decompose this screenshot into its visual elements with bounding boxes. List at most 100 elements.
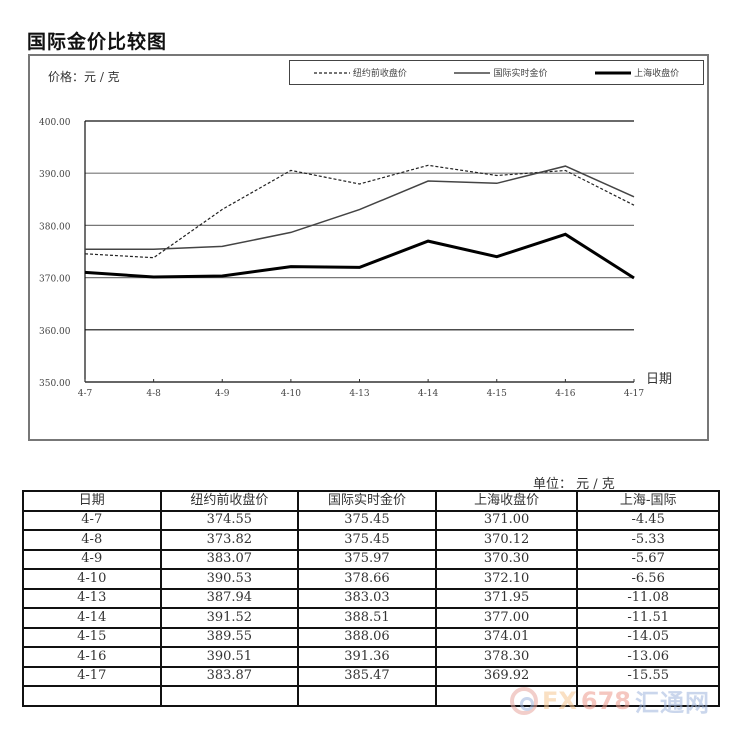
y-tick-label: 390.00 [39, 170, 71, 180]
legend-label-sh: 上海收盘价 [634, 69, 680, 79]
table-row [22, 685, 720, 707]
table-cell: -5.33 [576, 529, 720, 551]
table-cell: -14.05 [576, 626, 720, 648]
table-cell: -11.08 [576, 587, 720, 609]
table-unit-label: 单位： 元 / 克 [533, 477, 615, 492]
series-line [84, 164, 635, 259]
dashed-line-icon [313, 71, 350, 74]
y-tick-label: 400.00 [39, 118, 71, 128]
header-sh: 上海收盘价 [434, 490, 579, 512]
table-cell: 4-16 [22, 646, 162, 668]
x-tick-label: 4-15 [487, 389, 507, 399]
table-cell [22, 685, 162, 707]
page-title: 国际金价比较图 [27, 31, 168, 53]
table-cell: 391.52 [159, 607, 300, 629]
watermark-num: 678 [580, 686, 632, 715]
table-cell: 389.55 [159, 626, 300, 648]
x-tick-label: 4-16 [555, 389, 575, 399]
table-cell: -4.45 [576, 509, 720, 531]
legend-label-intl: 国际实时金价 [493, 69, 548, 79]
table-cell: 390.53 [159, 568, 300, 590]
table-cell: 4-14 [22, 607, 162, 629]
header-ny: 纽约前收盘价 [159, 490, 300, 512]
table-cell [159, 685, 300, 707]
line-chart: 350.00 360.00 370.00 380.00 390.00 400.00 4-7 4… [39, 118, 644, 399]
bold-line-icon [595, 71, 632, 74]
table-cell: 383.03 [297, 587, 437, 609]
table-row: 4-15 389.55 388.06 374.01 -14.05 [22, 626, 720, 648]
table-cell [297, 685, 437, 707]
x-tick-label: 4-17 [624, 389, 644, 399]
y-tick-label: 370.00 [39, 275, 71, 285]
x-tick-label: 4-9 [215, 389, 230, 399]
table-cell: 377.00 [434, 607, 579, 629]
table-cell: 4-10 [22, 568, 162, 590]
table-cell: 375.97 [297, 548, 437, 570]
table-row: 4-13 387.94 383.03 371.95 -11.08 [22, 587, 720, 609]
table-cell: 390.51 [159, 646, 300, 668]
header-diff: 上海-国际 [576, 490, 720, 512]
y-tick-label: 360.00 [39, 327, 71, 337]
table-cell: 4-9 [22, 548, 162, 570]
table-cell: 370.12 [434, 529, 579, 551]
table-cell: 385.47 [297, 665, 437, 687]
header-date: 日期 [22, 490, 162, 512]
table-cell [576, 685, 720, 707]
y-axis-unit-label: 价格：元 / 克 [48, 70, 120, 84]
x-tick-label: 4-10 [281, 389, 301, 399]
table-cell: 378.66 [297, 568, 437, 590]
price-table: 日期 纽约前收盘价 国际实时金价 上海收盘价 上海-国际 4-7 374.55 37… [22, 490, 720, 707]
table-row: 4-8 373.82 375.45 370.12 -5.33 [22, 529, 720, 551]
table-cell: 374.01 [434, 626, 579, 648]
table-header-row: 日期 纽约前收盘价 国际实时金价 上海收盘价 上海-国际 [22, 490, 720, 512]
x-tick-label: 4-7 [78, 389, 93, 399]
table-cell: 374.55 [159, 509, 300, 531]
table-cell: 370.30 [434, 548, 579, 570]
table-cell: 371.00 [434, 509, 579, 531]
watermark-logo-icon [510, 686, 538, 715]
table-cell: 371.95 [434, 587, 579, 609]
table-cell: 375.45 [297, 509, 437, 531]
table-cell: 4-15 [22, 626, 162, 648]
watermark-fx: FX [542, 686, 577, 715]
chart-legend: 纽约前收盘价 国际实时金价 上海收盘价 [289, 60, 704, 85]
table-cell: 388.06 [297, 626, 437, 648]
chart-frame [28, 54, 709, 441]
table-cell: 383.87 [159, 665, 300, 687]
table-row: 4-14 391.52 388.51 377.00 -11.51 [22, 607, 720, 629]
table-cell: 369.92 [434, 665, 579, 687]
table-cell: 4-17 [22, 665, 162, 687]
watermark: FX 678 汇通网 [510, 683, 710, 718]
x-axis-title: 日期 [646, 372, 673, 387]
watermark-cn: 汇通网 [635, 689, 711, 717]
table-cell: 378.30 [434, 646, 579, 668]
y-tick-label: 350.00 [39, 379, 71, 389]
table-cell: 372.10 [434, 568, 579, 590]
table-row: 4-10 390.53 378.66 372.10 -6.56 [22, 568, 720, 590]
y-tick-label: 380.00 [39, 222, 71, 232]
legend-label-ny: 纽约前收盘价 [352, 69, 407, 79]
header-intl: 国际实时金价 [297, 490, 437, 512]
table-cell: 4-8 [22, 529, 162, 551]
solid-line-icon [454, 71, 491, 74]
table-row: 4-7 374.55 375.45 371.00 -4.45 [22, 509, 720, 531]
legend-item-sh: 上海收盘价 [595, 66, 679, 79]
legend-item-intl: 国际实时金价 [454, 66, 547, 79]
table-cell: 387.94 [159, 587, 300, 609]
table-cell: 4-7 [22, 509, 162, 531]
table-cell: 383.07 [159, 548, 300, 570]
table-cell: -13.06 [576, 646, 720, 668]
table-cell: 388.51 [297, 607, 437, 629]
x-tick-label: 4-8 [146, 389, 161, 399]
x-tick-label: 4-14 [418, 389, 438, 399]
table-row: 4-9 383.07 375.97 370.30 -5.67 [22, 548, 720, 570]
table-cell: 391.36 [297, 646, 437, 668]
table-cell: 373.82 [159, 529, 300, 551]
table-cell: -5.67 [576, 548, 720, 570]
table-row: 4-16 390.51 391.36 378.30 -13.06 [22, 646, 720, 668]
series-line [84, 232, 635, 280]
table-cell: 4-13 [22, 587, 162, 609]
legend-item-ny: 纽约前收盘价 [313, 66, 407, 79]
series-line [85, 165, 635, 250]
table-cell: 375.45 [297, 529, 437, 551]
